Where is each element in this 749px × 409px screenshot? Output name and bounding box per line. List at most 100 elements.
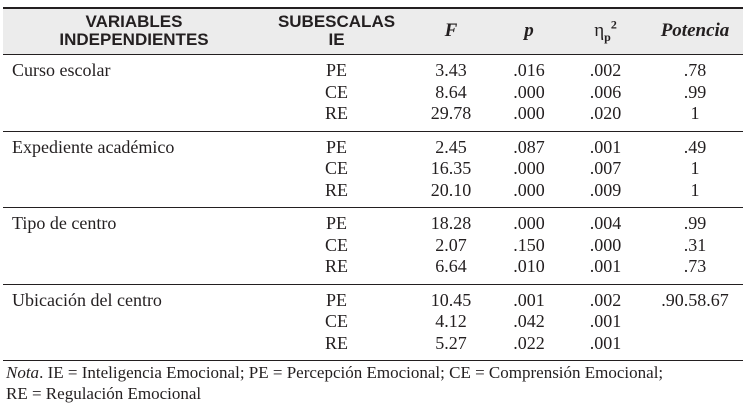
cell-p: .000: [513, 103, 545, 123]
cell-power: 1: [690, 103, 700, 123]
cell-variable: Tipo de centro: [12, 213, 117, 233]
cell-p: .087: [513, 136, 545, 157]
cell-f: 18.28: [430, 213, 472, 233]
table-row: CE 2.07 .150 .000 .31: [3, 235, 743, 257]
cell-eta: .009: [589, 179, 622, 200]
cell-eta: .001: [589, 136, 622, 157]
cell-eta: .001: [589, 332, 622, 353]
cell-f: 10.45: [430, 289, 472, 310]
cell-power: .90.58.67: [661, 289, 729, 310]
header-independent-variables: VARIABLES INDEPENDIENTES: [3, 8, 265, 55]
header-var-line1: VARIABLES: [85, 12, 183, 31]
cell-p: .150: [513, 234, 545, 255]
cell-subscale: CE: [324, 234, 348, 255]
eta-symbol: ηp2: [594, 18, 617, 45]
cell-variable: [3, 235, 265, 257]
header-var-line2: INDEPENDIENTES: [59, 30, 209, 49]
table-row: Tipo de centro PE 18.28 .000 .004 .99: [3, 208, 743, 235]
cell-f: 5.27: [435, 332, 467, 353]
cell-power: .73: [683, 256, 707, 276]
cell-eta: .020: [589, 103, 622, 123]
cell-variable: [3, 103, 265, 131]
table-row: RE 20.10 .000 .009 1: [3, 180, 743, 208]
cell-variable: Curso escolar: [12, 60, 111, 80]
cell-f: 2.45: [435, 136, 467, 157]
variable-group: Tipo de centro PE 18.28.000.004.99 CE 2.07.1…: [3, 208, 743, 284]
table-row: CE 8.64 .000 .006 .99: [3, 82, 743, 104]
table-row: RE 29.78 .000 .020 1: [3, 103, 743, 131]
cell-p: .010: [513, 256, 545, 276]
cell-p: .042: [513, 311, 545, 331]
cell-power: .99: [683, 213, 707, 233]
cell-f: 2.07: [435, 234, 467, 255]
cell-power: 1: [690, 179, 700, 200]
table-row: Ubicación del centro PE 10.45 .001 .002 .90.5…: [3, 284, 743, 311]
cell-subscale: CE: [324, 311, 348, 331]
cell-variable: [3, 82, 265, 104]
cell-variable: [3, 158, 265, 180]
cell-f: 16.35: [430, 158, 472, 178]
cell-variable: [3, 333, 265, 361]
cell-f: 4.12: [435, 311, 467, 331]
cell-subscale: RE: [324, 256, 348, 276]
cell-power: .99: [683, 81, 707, 102]
cell-p: .000: [513, 179, 545, 200]
cell-subscale: RE: [324, 103, 348, 123]
cell-p: .000: [513, 158, 545, 178]
cell-f: 6.64: [435, 256, 467, 276]
cell-subscale: CE: [324, 158, 348, 178]
eta-subscript: p: [604, 30, 611, 45]
cell-eta: .006: [589, 81, 622, 102]
cell-p: .016: [513, 60, 545, 80]
header-p: p: [494, 8, 564, 55]
variable-group: Expediente académico PE 2.45 .087 .001 .49 CE 1…: [3, 131, 743, 208]
cell-f: 29.78: [430, 103, 472, 123]
cell-f: 8.64: [435, 81, 467, 102]
note-line1: Nota. IE = Inteligencia Emocional; PE = …: [6, 362, 746, 383]
header-row: VARIABLES INDEPENDIENTES SUBESCALAS IE F…: [3, 8, 743, 55]
cell-subscale: PE: [325, 60, 347, 80]
header-sub-line1: SUBESCALAS: [277, 12, 396, 31]
cell-variable: [3, 180, 265, 208]
cell-p: .001: [513, 289, 545, 310]
variable-group: Ubicación del centro PE 10.45.001.002.90.5…: [3, 284, 743, 361]
cell-variable: Ubicación del centro: [12, 289, 162, 310]
cell-eta: .002: [589, 60, 622, 80]
note-text-line2: RE = Regulación Emocional: [6, 384, 202, 403]
cell-p: .022: [513, 332, 545, 353]
cell-eta: .000: [589, 234, 622, 255]
table-row: CE 16.35 .000 .007 1: [3, 158, 743, 180]
cell-f: 3.43: [435, 60, 467, 80]
cell-subscale: PE: [325, 289, 347, 310]
anova-results-table: VARIABLES INDEPENDIENTES SUBESCALAS IE F…: [3, 7, 743, 361]
cell-subscale: PE: [325, 213, 347, 233]
cell-power: [647, 311, 743, 333]
cell-subscale: PE: [325, 136, 347, 157]
cell-power: .78: [683, 60, 707, 80]
header-power: Potencia: [647, 8, 743, 55]
cell-f: 20.10: [430, 179, 472, 200]
table-row: CE 4.12 .042 .001: [3, 311, 743, 333]
cell-variable: [3, 256, 265, 284]
cell-eta: .002: [589, 289, 622, 310]
variable-group: Curso escolar PE 3.43 .016 .002 .78 CE 8.64 .000…: [3, 55, 743, 131]
cell-power: 1: [690, 158, 700, 178]
cell-eta: .001: [589, 311, 622, 331]
table-row: RE 5.27 .022 .001: [3, 333, 743, 361]
cell-variable: Expediente académico: [12, 136, 175, 157]
table-row: Expediente académico PE 2.45 .087 .001 .49: [3, 131, 743, 158]
cell-p: .000: [513, 81, 545, 102]
cell-eta: .004: [589, 213, 622, 233]
cell-power: .49: [683, 136, 707, 157]
table-header: VARIABLES INDEPENDIENTES SUBESCALAS IE F…: [3, 8, 743, 55]
cell-subscale: CE: [324, 81, 348, 102]
table-note: Nota. IE = Inteligencia Emocional; PE = …: [6, 362, 746, 404]
cell-p: .000: [513, 213, 545, 233]
eta-letter: η: [594, 20, 605, 42]
header-f: F: [408, 8, 494, 55]
cell-subscale: RE: [324, 332, 348, 353]
cell-subscale: RE: [324, 179, 348, 200]
table-row: RE 6.64 .010 .001 .73: [3, 256, 743, 284]
note-label: Nota: [6, 363, 40, 382]
cell-variable: [3, 311, 265, 333]
